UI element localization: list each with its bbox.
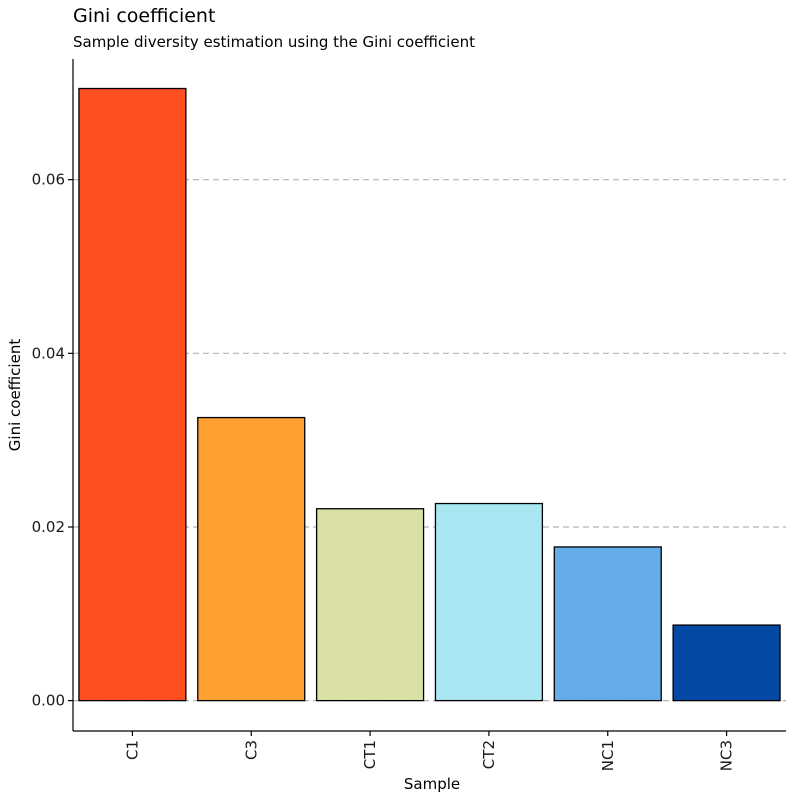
x-tick-label: C3: [242, 740, 260, 760]
chart-title: Gini coefficient: [73, 5, 215, 27]
x-axis-ticks: C1 C3 CT1 CT2 NC1 NC3: [123, 731, 736, 771]
x-tick-label: CT2: [480, 740, 498, 769]
x-tick-label: NC3: [718, 740, 736, 771]
gridlines: [73, 179, 786, 702]
y-axis-ticks: 0.00 0.02 0.04 0.06: [32, 171, 73, 710]
bar-c1: [78, 87, 187, 702]
x-tick-label: NC1: [599, 740, 617, 771]
chart-subtitle: Sample diversity estimation using the Gi…: [73, 33, 475, 51]
y-axis-label: Gini coefficient: [6, 339, 24, 452]
y-tick-label: 0.02: [32, 518, 65, 536]
bar-c3: [197, 416, 306, 702]
x-tick-label: CT1: [361, 740, 379, 769]
x-tick-label: C1: [123, 740, 141, 760]
bars: [78, 87, 781, 702]
bar-ct1: [315, 508, 425, 702]
y-tick-label: 0.06: [32, 171, 65, 189]
bar-nc1: [553, 546, 662, 702]
x-axis-label: Sample: [404, 775, 460, 793]
bar-nc3: [672, 624, 781, 702]
bar-ct2: [434, 502, 544, 702]
y-tick-label: 0.00: [32, 692, 65, 710]
y-tick-label: 0.04: [32, 344, 65, 362]
